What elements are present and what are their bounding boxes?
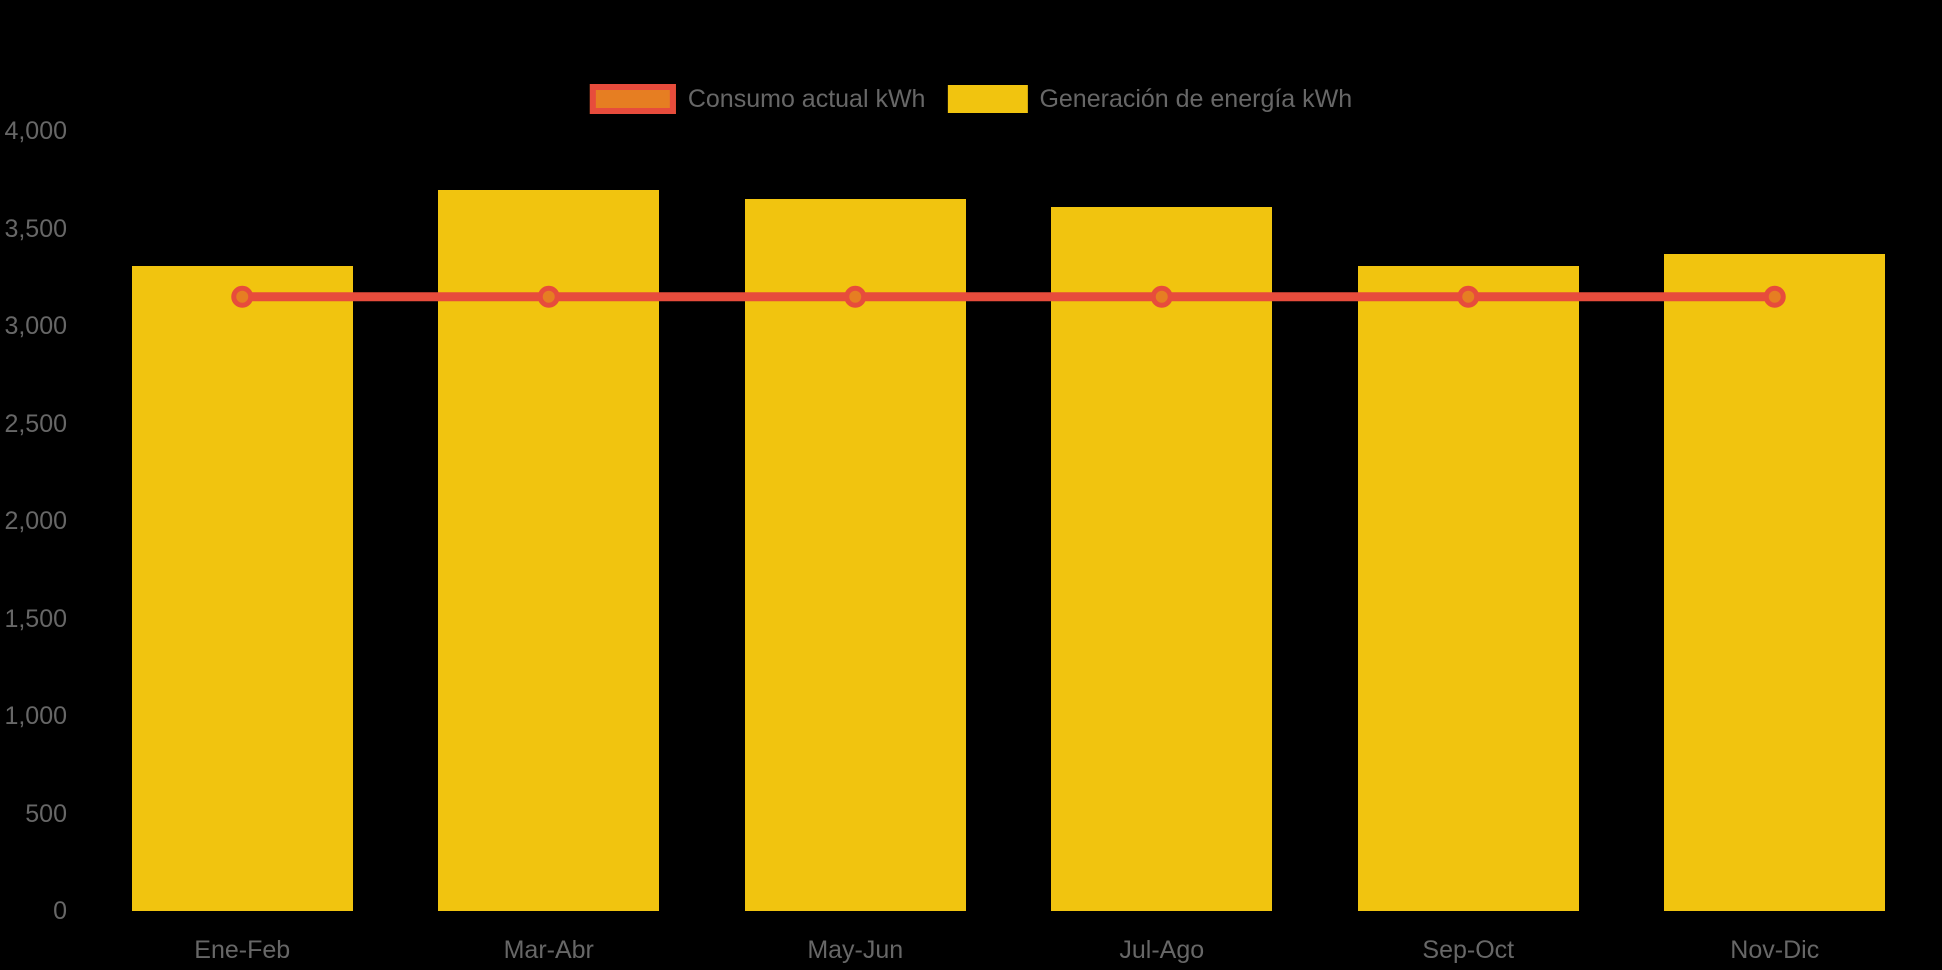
line-point-mar-abr[interactable] <box>537 285 560 308</box>
line-point-sep-oct[interactable] <box>1457 285 1480 308</box>
line-point-ene-feb[interactable] <box>231 285 254 308</box>
bar-jul-ago[interactable] <box>1051 207 1273 911</box>
bar-ene-feb[interactable] <box>131 265 353 911</box>
bar-sep-oct[interactable] <box>1357 265 1579 911</box>
legend-item-consumo-actual[interactable]: Consumo actual kWh <box>589 84 926 114</box>
bar-may-jun[interactable] <box>744 199 966 911</box>
x-axis-label-sep-oct: Sep-Oct <box>1422 936 1515 964</box>
legend-swatch-bar-icon <box>947 85 1028 113</box>
legend-label-consumo-actual: Consumo actual kWh <box>687 84 926 113</box>
y-axis-tick-4000: 4,000 <box>4 117 67 145</box>
bar-mar-abr[interactable] <box>438 189 660 911</box>
legend-swatch-line-icon <box>589 84 676 114</box>
legend-item-generacion-energia[interactable]: Generación de energía kWh <box>947 85 1352 114</box>
legend-label-generacion-energia: Generación de energía kWh <box>1039 84 1353 113</box>
line-point-may-jun[interactable] <box>844 285 867 308</box>
y-axis-tick-1000: 1,000 <box>4 702 67 730</box>
y-axis-tick-3000: 3,000 <box>4 312 67 340</box>
line-point-nov-dic[interactable] <box>1763 285 1786 308</box>
y-axis-tick-0: 0 <box>53 897 67 925</box>
x-axis-label-may-jun: May-Jun <box>807 936 904 964</box>
x-axis-label-jul-ago: Jul-Ago <box>1119 936 1205 964</box>
y-axis-tick-2500: 2,500 <box>4 409 67 438</box>
y-axis-tick-3500: 3,500 <box>4 214 67 243</box>
bar-nov-dic[interactable] <box>1664 253 1886 911</box>
x-axis-label-mar-abr: Mar-Abr <box>503 936 594 964</box>
x-axis-label-nov-dic: Nov-Dic <box>1730 936 1820 964</box>
y-axis-tick-500: 500 <box>25 799 67 828</box>
line-point-jul-ago[interactable] <box>1150 285 1173 308</box>
legend: Consumo actual kWh Generación de energía… <box>589 84 1352 114</box>
y-axis-tick-1500: 1,500 <box>4 604 67 633</box>
y-axis-tick-2000: 2,000 <box>4 507 67 535</box>
x-axis-label-ene-feb: Ene-Feb <box>194 936 291 964</box>
